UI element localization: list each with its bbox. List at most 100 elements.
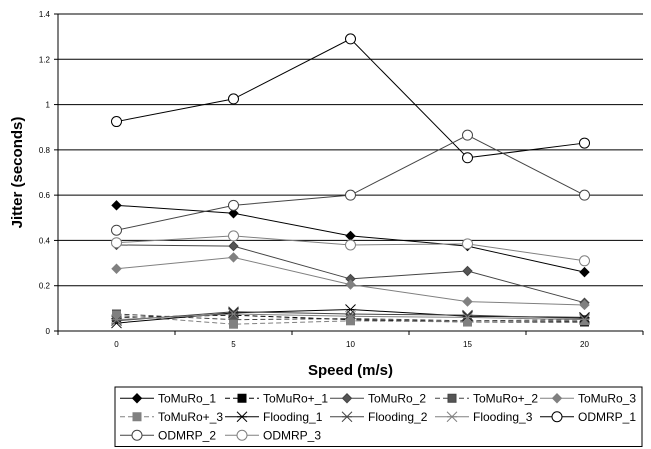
data-point: [346, 316, 355, 326]
data-point: [345, 310, 356, 322]
x-tick-label: 10: [346, 340, 355, 349]
data-point: [111, 263, 122, 274]
data-point: [228, 240, 239, 252]
data-point: [228, 307, 239, 319]
legend-marker: [341, 411, 353, 423]
data-point: [462, 296, 473, 307]
y-tick-label: 1: [46, 101, 51, 110]
y-tick-label: 0.8: [39, 146, 51, 155]
data-point: [228, 306, 239, 318]
legend-label: ToMuRo+_2: [473, 391, 538, 405]
legend-item: ToMuRo_2: [330, 391, 426, 405]
y-tick-label: 0.6: [39, 191, 51, 200]
x-tick-label: 0: [114, 340, 119, 349]
y-tick-label: 1.4: [39, 10, 51, 19]
data-point: [462, 152, 473, 164]
legend-item: Flooding_1: [225, 410, 323, 424]
legend-item: ODMRP_2: [120, 428, 216, 442]
data-point: [228, 93, 239, 105]
series-ToMuRo_3: [111, 252, 590, 311]
data-point: [345, 239, 356, 251]
legend-label: ToMuRo+_3: [158, 410, 223, 424]
y-tick-label: 0: [46, 327, 51, 336]
data-point: [462, 310, 473, 322]
data-point: [579, 266, 590, 278]
data-point: [462, 238, 473, 250]
legend-marker: [237, 393, 247, 403]
x-tick-label: 5: [231, 340, 236, 349]
series-ToMuRo_2: [111, 239, 590, 308]
legend-item: Flooding_2: [330, 410, 428, 424]
data-point: [345, 279, 356, 290]
series-line: [116, 38, 585, 159]
series-ODMRP_3: [111, 230, 590, 267]
data-point: [579, 314, 590, 326]
legend-marker: [131, 429, 143, 441]
legend-item: ToMuRo+_3: [120, 410, 223, 424]
data-point: [345, 189, 356, 201]
series-ODMRP_2: [111, 129, 590, 236]
data-point: [345, 230, 356, 242]
data-point: [345, 308, 356, 320]
data-point: [462, 129, 473, 141]
data-point: [579, 299, 590, 311]
y-tick-label: 0.2: [39, 282, 51, 291]
data-point: [228, 252, 239, 263]
legend: ToMuRo_1 ToMuRo+_1 ToMuRo_2 ToMuRo+_2 ToMuRo…: [114, 386, 643, 447]
data-point: [111, 224, 122, 236]
axes: [54, 13, 644, 335]
data-point: [111, 116, 122, 128]
y-axis-title: Jitter (seconds): [9, 117, 26, 229]
data-point: [228, 308, 239, 320]
y-tick-label: 1.2: [39, 55, 51, 64]
legend-item: ODMRP_1: [540, 410, 636, 424]
legend-marker: [236, 411, 248, 423]
legend-marker: [132, 412, 142, 422]
data-point: [579, 137, 590, 149]
legend-label: ODMRP_2: [158, 428, 216, 442]
legend-label: ToMuRo+_1: [263, 391, 328, 405]
data-point: [111, 237, 122, 249]
legend-item: ToMuRo_3: [540, 391, 636, 405]
legend-marker: [341, 393, 353, 404]
data-point: [111, 315, 122, 327]
x-axis-title: Speed (m/s): [308, 362, 393, 379]
legend-item: ToMuRo+_2: [435, 391, 538, 405]
data-point: [462, 265, 473, 277]
legend-label: ToMuRo_1: [158, 391, 216, 405]
y-tick-label: 0.4: [39, 236, 51, 245]
legend-item: ODMRP_3: [225, 428, 321, 442]
legend-item: ToMuRo_1: [120, 391, 216, 405]
legend-marker: [131, 393, 143, 404]
x-tick-label: 20: [580, 340, 589, 349]
data-point: [228, 230, 239, 242]
legend-marker: [236, 429, 248, 441]
legend-marker: [447, 393, 457, 403]
x-tick-label: 15: [463, 340, 472, 349]
legend-label: Flooding_2: [368, 410, 428, 424]
data-point: [579, 189, 590, 201]
legend-label: ToMuRo_3: [578, 391, 636, 405]
data-point: [111, 314, 122, 326]
data-point: [345, 33, 356, 45]
legend-label: ODMRP_3: [263, 428, 321, 442]
data-point: [579, 313, 590, 324]
legend-item: Flooding_3: [435, 410, 533, 424]
data-point: [579, 312, 590, 323]
legend-label: ODMRP_1: [578, 410, 636, 424]
series-ODMRP_1: [111, 33, 590, 164]
legend-item: ToMuRo+_1: [225, 391, 328, 405]
data-point: [462, 309, 473, 321]
legend-marker: [446, 411, 458, 423]
series-Flooding_3: [111, 308, 590, 326]
series-Flooding_2: [111, 306, 590, 327]
tick-labels: 0 0.2 0.4 0.6 0.8 1 1.2 1.4 0 5 10 15 20: [39, 10, 590, 349]
data-point: [462, 312, 473, 323]
legend-marker: [551, 393, 563, 404]
data-point: [228, 208, 239, 219]
legend-marker: [551, 411, 563, 423]
legend-label: ToMuRo_2: [368, 391, 426, 405]
series-lines: [111, 33, 590, 329]
legend-label: Flooding_1: [263, 410, 323, 424]
